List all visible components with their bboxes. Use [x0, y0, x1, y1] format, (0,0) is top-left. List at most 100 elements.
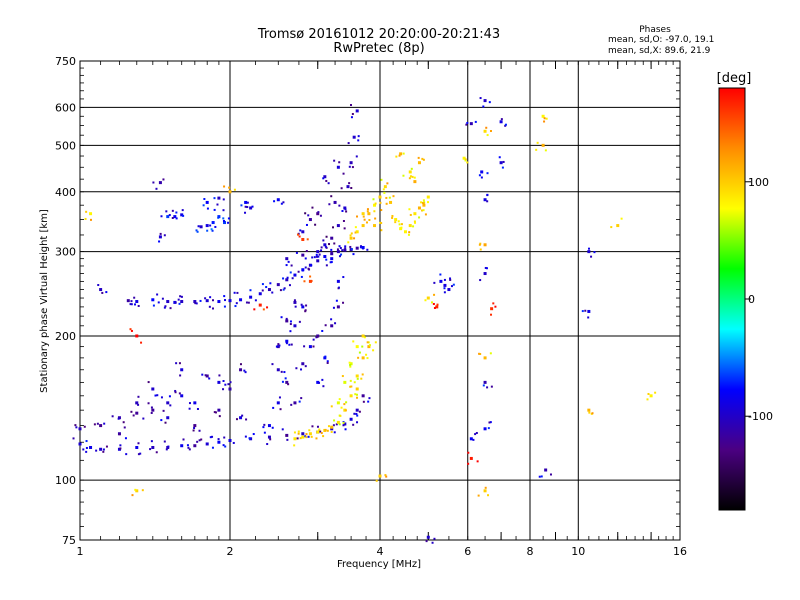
data-point-scatter: [544, 149, 547, 152]
data-point: [378, 474, 382, 478]
data-point: [249, 206, 253, 210]
data-point-scatter: [204, 297, 207, 300]
data-point: [166, 215, 170, 219]
data-point: [267, 424, 271, 428]
data-point-scatter: [175, 211, 178, 214]
data-point-scatter: [304, 212, 307, 215]
data-point: [361, 356, 365, 360]
chart-title: Tromsø 20161012 20:20:00-20:21:43: [257, 27, 500, 42]
data-point-scatter: [590, 255, 593, 258]
data-point: [417, 161, 421, 165]
data-point: [336, 250, 340, 254]
data-point-scatter: [211, 446, 214, 449]
data-point-scatter: [165, 448, 168, 451]
data-point-scatter: [198, 429, 201, 432]
data-point-scatter: [222, 444, 225, 447]
data-point-scatter: [271, 426, 274, 429]
data-point-scatter: [304, 435, 307, 438]
data-point-scatter: [130, 303, 133, 306]
data-point-scatter: [300, 397, 303, 400]
data-point: [258, 292, 262, 296]
data-point: [483, 380, 487, 384]
data-point-scatter: [350, 116, 353, 119]
data-point-scatter: [222, 380, 225, 382]
data-point: [490, 307, 494, 311]
data-point-scatter: [362, 400, 365, 403]
data-point-scatter: [380, 229, 383, 232]
data-point-scatter: [422, 209, 425, 212]
data-point-scatter: [295, 367, 298, 370]
data-point-scatter: [300, 303, 303, 306]
data-point-scatter: [307, 267, 310, 270]
data-point-scatter: [487, 494, 490, 497]
data-point-scatter: [287, 260, 290, 263]
data-point-scatter: [504, 124, 507, 127]
data-point-scatter: [209, 436, 212, 439]
data-point: [330, 236, 334, 240]
data-point-scatter: [356, 215, 359, 218]
data-point-scatter: [305, 250, 308, 253]
data-point-scatter: [354, 226, 357, 229]
data-point-scatter: [380, 222, 383, 225]
data-point-scatter: [196, 440, 199, 443]
data-point-scatter: [475, 431, 478, 434]
data-point: [413, 180, 417, 184]
data-point-scatter: [443, 287, 446, 290]
data-point-scatter: [304, 310, 307, 313]
data-point-scatter: [273, 200, 276, 203]
data-point-scatter: [410, 167, 413, 170]
data-point-scatter: [408, 208, 411, 211]
data-point-scatter: [452, 283, 455, 286]
data-point-scatter: [480, 176, 483, 179]
data-point-scatter: [388, 196, 391, 199]
data-point: [135, 411, 139, 415]
data-point: [343, 380, 347, 384]
series-scattered-x: [84, 114, 657, 497]
data-point: [349, 236, 353, 240]
data-point-scatter: [175, 217, 178, 220]
data-point-scatter: [233, 291, 236, 294]
data-point-scatter: [103, 422, 106, 425]
data-point-scatter: [334, 322, 337, 325]
data-point-scatter: [427, 201, 430, 204]
data-point-scatter: [362, 247, 365, 250]
data-point-scatter: [309, 275, 312, 278]
data-point-scatter: [118, 433, 121, 436]
data-point-scatter: [479, 242, 482, 245]
data-point-scatter: [391, 216, 394, 219]
data-point-scatter: [89, 218, 92, 221]
data-point-scatter: [333, 419, 336, 422]
data-point: [367, 212, 371, 216]
data-point-scatter: [338, 255, 341, 258]
data-point-scatter: [325, 264, 328, 267]
data-point-scatter: [349, 365, 352, 368]
data-point-scatter: [591, 412, 594, 415]
data-point-scatter: [213, 208, 216, 211]
data-point-scatter: [223, 185, 226, 188]
data-point: [244, 200, 248, 204]
data-point: [483, 198, 487, 202]
data-point-scatter: [315, 437, 318, 440]
series-e-layer-lower: [72, 394, 371, 456]
data-point: [293, 437, 297, 441]
y-axis-ticks: 75 100 200 300 400 500 600 750: [55, 55, 680, 547]
data-point: [349, 394, 353, 398]
data-point-scatter: [543, 117, 546, 120]
data-point-scatter: [284, 377, 287, 380]
data-point-scatter: [484, 266, 487, 269]
data-point-scatter: [384, 474, 387, 477]
data-point-scatter: [358, 351, 361, 354]
data-point-scatter: [433, 537, 436, 540]
data-point-scatter: [164, 305, 167, 308]
data-point: [249, 437, 253, 441]
data-point-scatter: [222, 388, 225, 391]
data-point: [469, 122, 473, 126]
data-point-scatter: [158, 240, 161, 243]
data-point: [422, 203, 426, 207]
data-point-scatter: [325, 179, 328, 182]
data-point: [217, 440, 221, 444]
data-point-scatter: [307, 214, 310, 217]
data-point-scatter: [243, 369, 246, 372]
data-point: [78, 427, 82, 431]
